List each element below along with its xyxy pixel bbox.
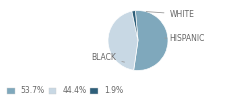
Legend: 53.7%, 44.4%, 1.9%: 53.7%, 44.4%, 1.9% [6,86,124,96]
Wedge shape [108,11,138,70]
Text: HISPANIC: HISPANIC [165,34,205,43]
Text: BLACK: BLACK [91,53,125,62]
Wedge shape [132,11,138,41]
Text: WHITE: WHITE [146,10,194,19]
Wedge shape [134,10,168,70]
